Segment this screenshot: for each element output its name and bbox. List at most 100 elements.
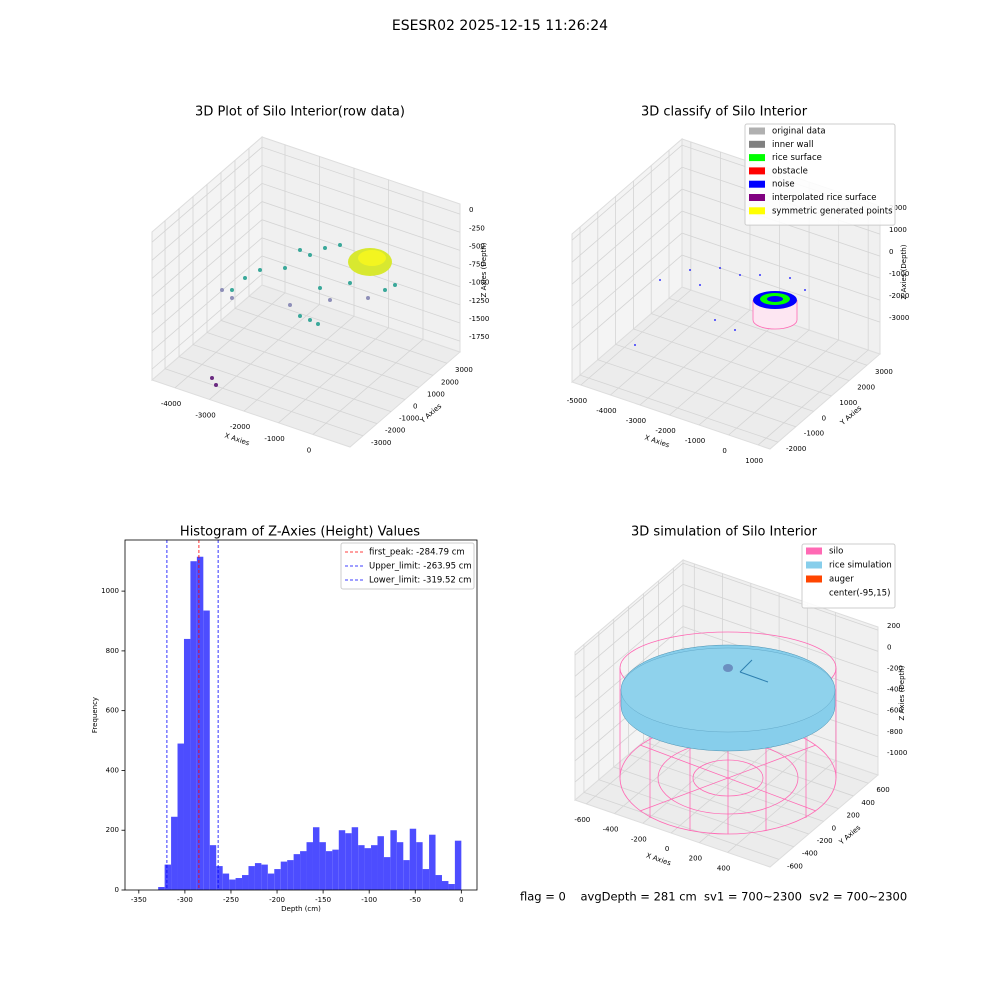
hist-bar: [287, 860, 294, 890]
z-axis-label: Z Axies (Depth): [898, 665, 906, 720]
grid-line: [151, 201, 461, 297]
legend-label: rice simulation: [829, 561, 892, 571]
grid-line: [248, 148, 448, 364]
hist-bar: [242, 875, 249, 890]
hist-bar: [216, 866, 223, 890]
hist-bar: [300, 851, 307, 890]
hist-bar: [383, 857, 391, 890]
auger: [723, 664, 733, 672]
hist-bar: [164, 864, 172, 890]
grid-line: [278, 179, 389, 424]
z-tick-label: 0: [469, 206, 473, 214]
x-tick-label: -3000: [195, 411, 215, 419]
legend-swatch: [749, 194, 765, 201]
grid-line: [699, 602, 808, 844]
y-tick-label: 600: [106, 707, 119, 715]
y-tick-label: -1000: [399, 415, 419, 423]
legend-label: original data: [772, 127, 826, 137]
hist-bar: [403, 860, 410, 890]
x-tick-label: -1000: [264, 435, 284, 443]
y-tick-label: 1000: [101, 587, 119, 595]
hist-bar: [280, 861, 288, 890]
status-footer: flag = 0 avgDepth = 281 cm sv1 = 700~230…: [520, 890, 907, 904]
hist-bar: [196, 556, 204, 890]
grid-line: [174, 144, 286, 389]
plot-frame: [124, 539, 478, 891]
y-tick-label: 3000: [875, 368, 893, 376]
legend-swatch: [749, 127, 765, 135]
cloud-dot: [210, 376, 214, 380]
hist-bar: [325, 851, 333, 890]
hist-bar: [390, 830, 397, 890]
decoration-layer: [210, 243, 837, 835]
z-tick-label: -750: [469, 261, 485, 269]
grid-line: [610, 152, 721, 396]
y-tick-label: 400: [106, 766, 119, 774]
hist-bar: [319, 842, 326, 890]
hist-bar: [171, 816, 178, 890]
grid-line: [643, 593, 839, 810]
hist-bar: [274, 869, 281, 890]
x-tick-label: -4000: [596, 407, 616, 415]
z-tick-label: 1000: [889, 226, 907, 234]
x-tick-label: 1000: [745, 457, 763, 465]
hist-bar: [429, 834, 436, 890]
y-tick-label: 2000: [441, 378, 459, 386]
z-tick-label: -1500: [469, 315, 489, 323]
y-tick-label: 0: [822, 414, 826, 422]
hist-bar: [422, 869, 430, 890]
grid-line: [580, 142, 692, 386]
grid-line: [151, 164, 461, 261]
legend-swatch: [749, 167, 765, 175]
z-tick-label: -2000: [889, 292, 909, 300]
legend-layer: original data inner wall rice surface obsta…: [340, 123, 896, 609]
z-tick-label: -250: [469, 224, 485, 232]
hist-bar: [371, 845, 378, 890]
hist-bar: [332, 849, 339, 890]
z-tick-label: 0: [887, 643, 891, 651]
cloud-dots: [230, 243, 397, 326]
grid-line: [151, 237, 461, 334]
hist-bar: [338, 830, 346, 890]
x-tick-label: -2000: [230, 423, 250, 431]
hist-bar: [229, 879, 236, 890]
hist-bar: [190, 561, 197, 890]
x-tick-label: -3000: [626, 417, 646, 425]
legend-swatch: [806, 589, 822, 597]
y-tick-label: 1000: [427, 390, 445, 398]
grid-line: [615, 196, 814, 412]
grid-line: [206, 184, 406, 400]
y-tick-label: 200: [847, 812, 860, 820]
x-tick-label: 0: [459, 896, 463, 904]
x-tick-label: -5000: [567, 397, 587, 405]
x-axis-label: Depth (cm): [281, 905, 321, 913]
x-tick-label: -1000: [685, 437, 705, 445]
figure-title: ESESR02 2025-12-15 11:26:24: [392, 18, 608, 34]
legend-label: center(-95,15): [829, 589, 890, 599]
grid-line: [574, 583, 879, 677]
x-tick-label: -200: [269, 896, 285, 904]
hist-bar: [396, 842, 404, 890]
grid-line: [598, 631, 794, 848]
hist-bar: [435, 875, 442, 890]
grid-line: [597, 211, 796, 428]
grid-line: [571, 188, 881, 285]
hist-bar: [261, 864, 268, 890]
grid-line: [178, 208, 378, 425]
hist-bar: [345, 833, 352, 890]
y-tick-label: 600: [876, 786, 889, 794]
grid-line: [234, 160, 434, 376]
legend-label: first_peak: -284.79 cm: [369, 548, 465, 558]
x-tick-label: 400: [717, 864, 730, 872]
legend-swatch: [749, 140, 765, 148]
grid-line: [151, 146, 461, 243]
hist-bar: [409, 828, 417, 890]
legend-label: Lower_limit: -319.52 cm: [369, 576, 471, 586]
x-tick-label: -250: [223, 896, 239, 904]
cloud-dots: [220, 288, 370, 307]
legend-box: [801, 543, 896, 609]
grid-line: [151, 219, 461, 316]
back-pane: [261, 136, 461, 353]
z-tick-label: -1000: [889, 270, 909, 278]
x-tick-label: 0: [722, 447, 726, 455]
